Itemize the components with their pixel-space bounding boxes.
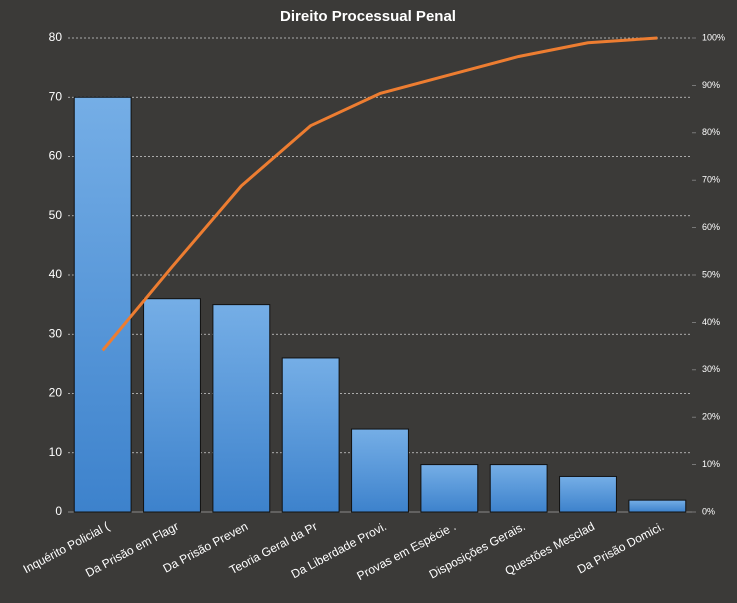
y-tick-label: 60 — [49, 149, 63, 163]
bar — [559, 475, 617, 513]
y-tick-label: 80 — [49, 30, 63, 44]
y2-tick-label: 100% — [702, 32, 725, 42]
y-tick-label: 30 — [49, 326, 63, 340]
bar — [143, 298, 201, 513]
y2-tick-label: 50% — [702, 269, 720, 279]
y2-tick-label: 10% — [702, 459, 720, 469]
y-tick-label: 70 — [49, 89, 63, 103]
chart-title: Direito Processual Penal — [280, 8, 456, 25]
bar — [628, 499, 687, 513]
bar — [73, 96, 132, 513]
y2-tick-label: 90% — [702, 80, 720, 90]
y-tick-label: 20 — [49, 386, 63, 400]
bar — [351, 428, 409, 513]
y-tick-label: 0 — [55, 504, 62, 518]
y-tick-label: 50 — [49, 208, 63, 222]
bar — [420, 464, 479, 513]
y-tick-label: 10 — [49, 445, 63, 459]
y-tick-label: 40 — [49, 267, 63, 281]
line — [101, 36, 658, 352]
y2-tick-label: 60% — [702, 222, 720, 232]
y2-tick-label: 20% — [702, 412, 720, 422]
y2-tick-label: 30% — [702, 364, 720, 374]
y2-tick-label: 70% — [702, 175, 720, 185]
bar — [489, 464, 548, 513]
y2-tick-label: 0% — [702, 506, 715, 516]
y2-tick-label: 80% — [702, 127, 720, 137]
y2-tick-label: 40% — [702, 317, 720, 327]
bar — [281, 357, 340, 513]
bar — [212, 304, 271, 513]
